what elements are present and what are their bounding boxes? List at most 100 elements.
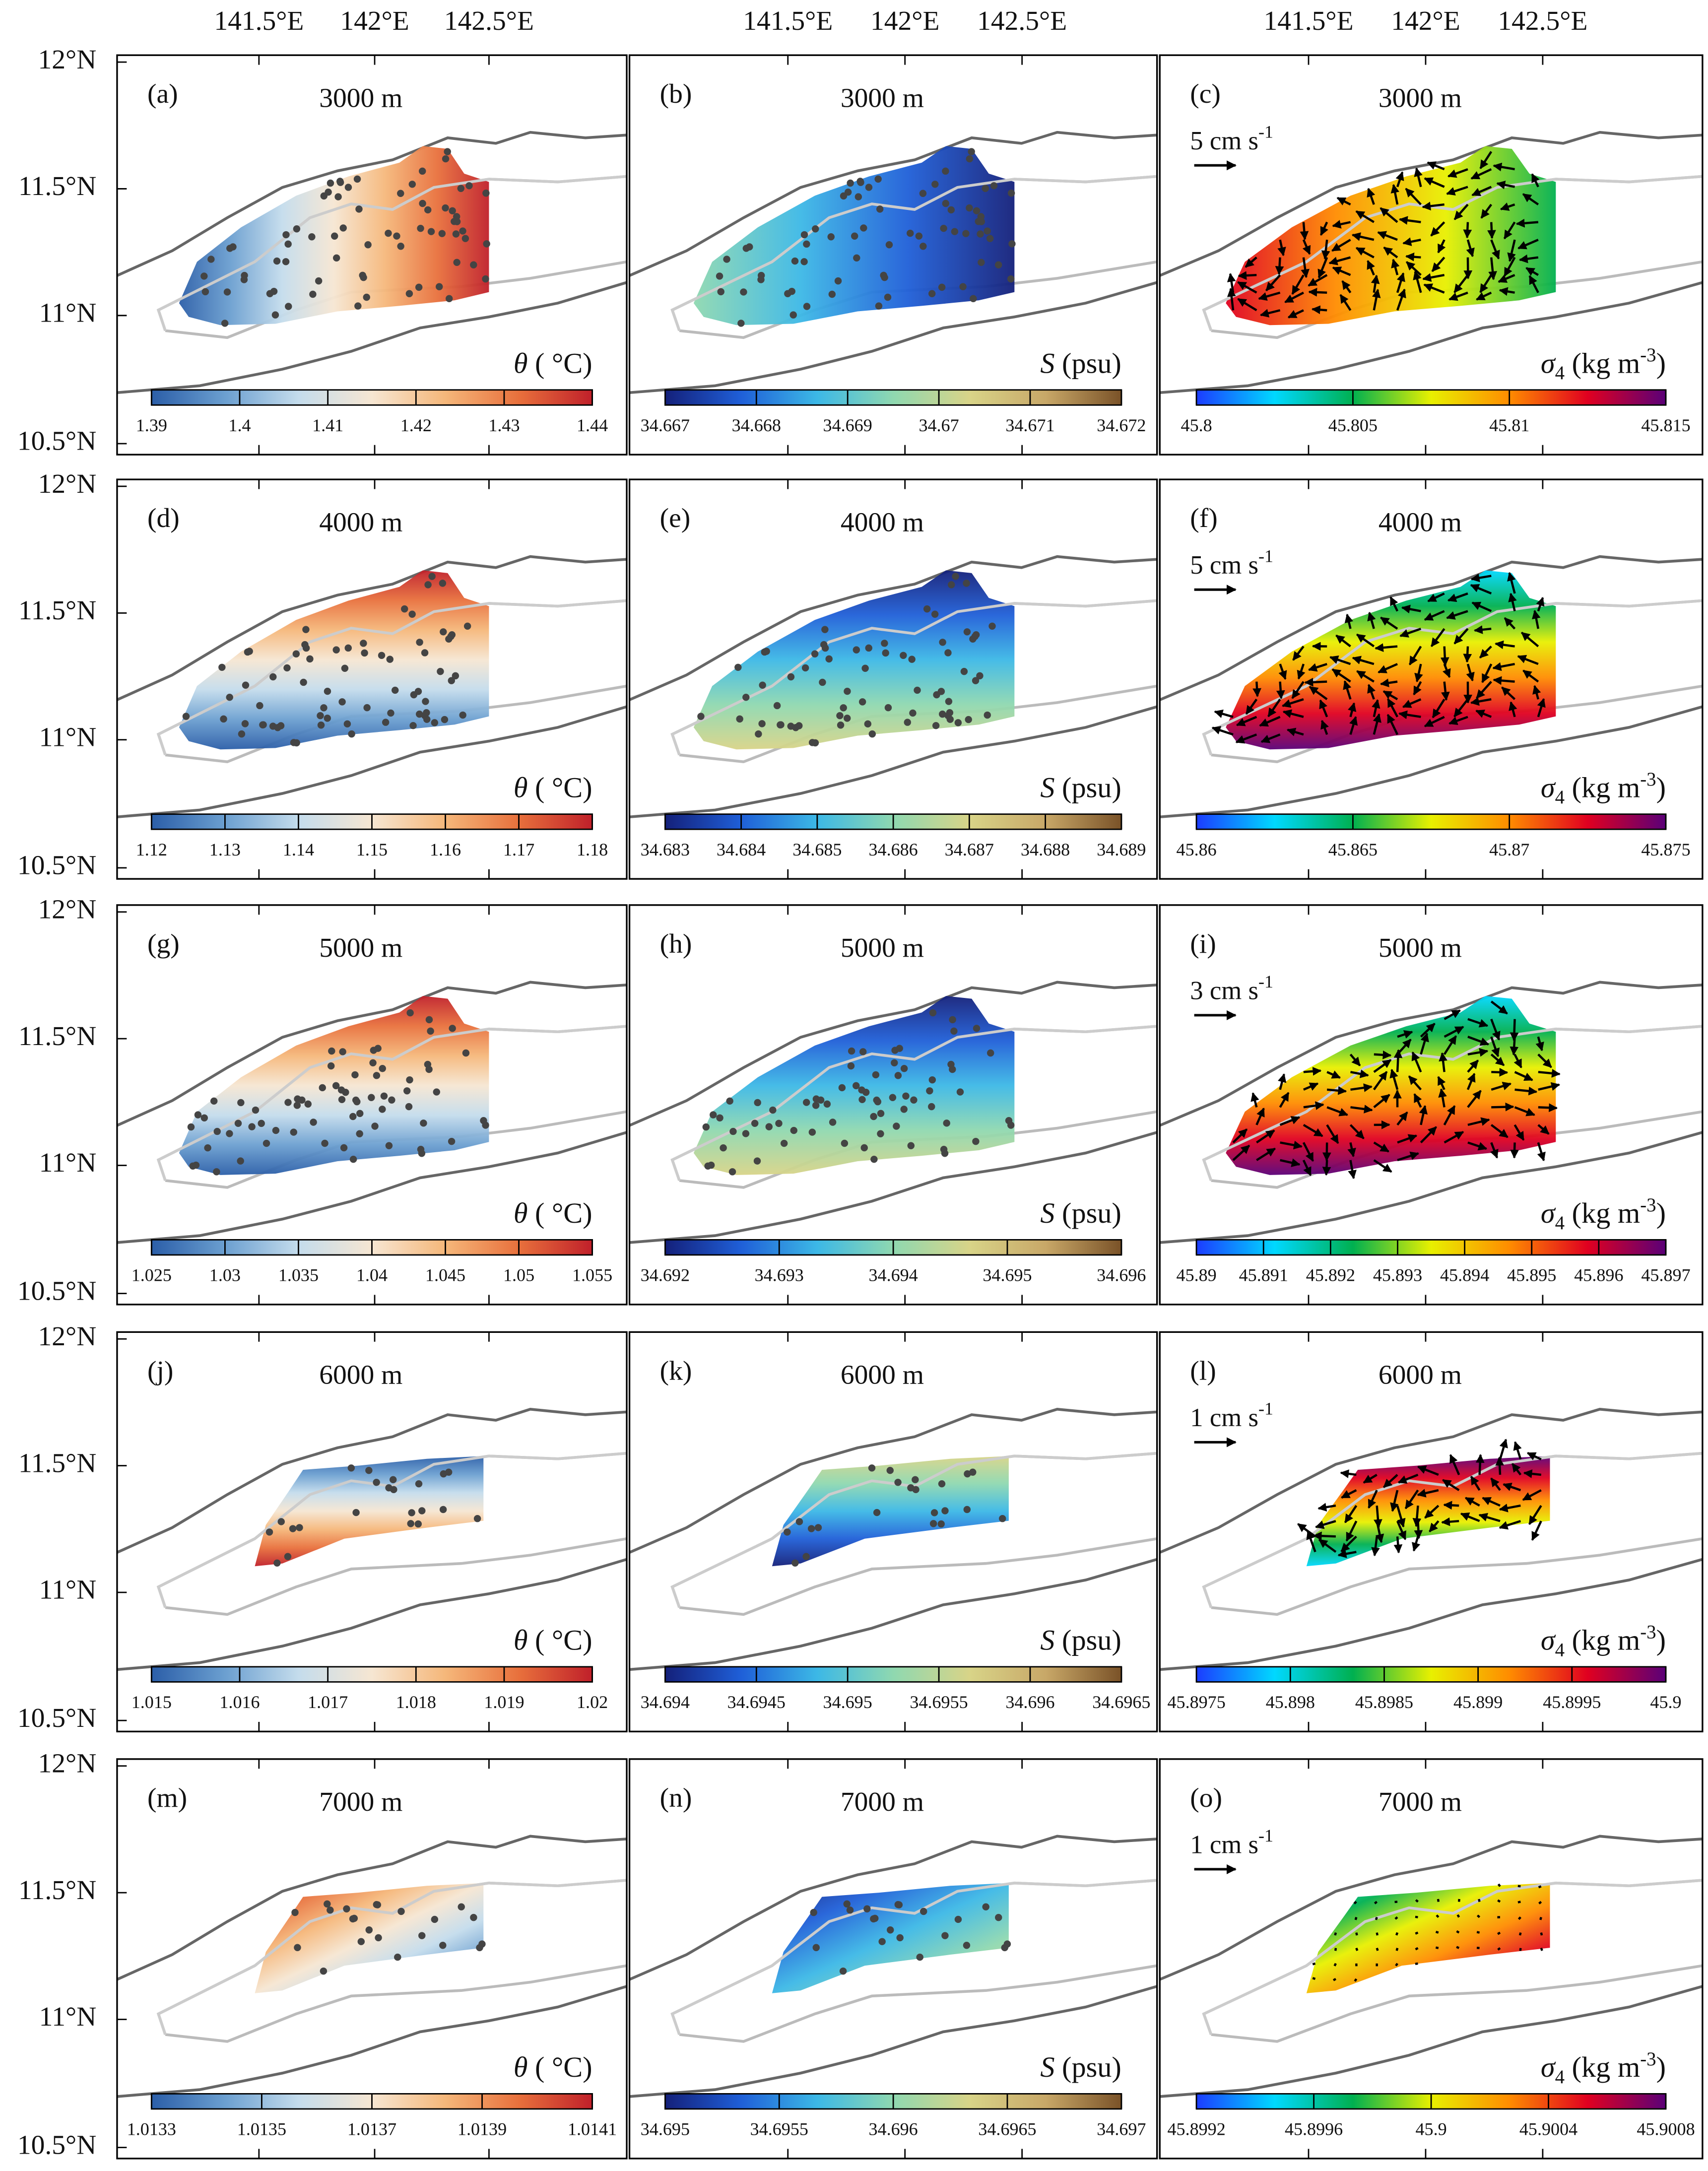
station (844, 715, 851, 722)
panel-label: (m) (147, 1783, 187, 1813)
station (803, 240, 810, 248)
station (293, 225, 301, 233)
station (702, 1123, 710, 1131)
current-vector (1333, 1963, 1337, 1967)
station (341, 664, 349, 672)
station (344, 184, 352, 191)
current-vector (1279, 1092, 1290, 1108)
station (758, 720, 766, 727)
station (321, 1139, 328, 1147)
colorbar-label: θ ( °C) (514, 1197, 592, 1230)
panel-frame (116, 1331, 628, 1733)
current-vector (1349, 1124, 1365, 1139)
lat-label: 11°N (39, 2002, 97, 2032)
current-vector (1327, 1086, 1347, 1095)
station (424, 1060, 432, 1068)
station (419, 199, 426, 207)
lat-label: 12°N (38, 1748, 97, 1778)
station (405, 290, 413, 297)
colorbar-label-subscript: 4 (1555, 1639, 1565, 1660)
colorbar (1195, 1239, 1667, 1256)
current-vector (1427, 592, 1445, 602)
colorbar-tick-label: 34.67 (919, 415, 959, 435)
station (959, 283, 967, 290)
lat-label: 12°N (38, 469, 97, 499)
station (817, 1096, 825, 1104)
current-vector (1456, 1930, 1460, 1934)
current-vector (1437, 1076, 1446, 1090)
current-vector (1255, 1108, 1265, 1125)
station (947, 206, 955, 214)
station (868, 730, 876, 738)
station (751, 1119, 759, 1127)
current-vector (1415, 1931, 1419, 1935)
current-vector (1492, 662, 1515, 671)
station (388, 1096, 395, 1104)
current-vector (1408, 646, 1422, 665)
current-vector (1331, 668, 1351, 683)
colorbar-tick-label: 1.15 (356, 840, 388, 859)
current-vector (1329, 655, 1351, 665)
bathymetry-contour (117, 1407, 627, 1554)
colorbar (1195, 813, 1667, 830)
colorbar-label-symbol: θ (514, 2051, 528, 2084)
depth-title: 5000 m (1379, 933, 1462, 963)
current-vector (1303, 1101, 1324, 1110)
current-vector (1427, 161, 1445, 171)
current-vector (1449, 1454, 1460, 1475)
current-vector (1300, 222, 1309, 240)
current-vector (1479, 646, 1492, 658)
station (784, 290, 791, 297)
current-vector (1473, 625, 1492, 634)
station (976, 672, 984, 680)
current-vector (1448, 291, 1468, 301)
colorbar-tick-label: 34.689 (1097, 840, 1146, 859)
station (416, 639, 423, 646)
current-vector (1395, 1963, 1398, 1967)
current-vector (1430, 628, 1445, 647)
station (865, 644, 872, 652)
colorbar-tick-label: 45.8992 (1167, 2119, 1225, 2139)
station (390, 1486, 397, 1494)
station (285, 303, 292, 310)
current-vector (1336, 197, 1351, 206)
colorbar-tick-label: 1.44 (577, 415, 608, 435)
map (629, 555, 1157, 818)
map (629, 981, 1157, 1244)
current-vector (1352, 656, 1375, 665)
colorbar-label-subscript: 4 (1555, 1212, 1565, 1234)
colorbar-label: σ4 (kg m-3) (1541, 769, 1666, 808)
current-vector (1279, 1116, 1301, 1126)
station (347, 1464, 355, 1472)
current-vector (1518, 254, 1539, 263)
station (449, 207, 456, 215)
station (902, 1092, 910, 1100)
current-vector (1513, 1053, 1522, 1068)
station (963, 580, 970, 587)
station (256, 702, 263, 710)
current-vector (1510, 1037, 1519, 1056)
colorbar-label-unit: ( °C) (527, 772, 592, 804)
station (982, 1903, 989, 1910)
station (834, 277, 842, 285)
colorbar-tick-label: 34.667 (641, 415, 690, 435)
station (812, 1102, 820, 1109)
current-vector (1267, 698, 1281, 718)
station (931, 181, 939, 188)
station (417, 1146, 425, 1153)
station (896, 1934, 904, 1942)
colorbar-label: θ ( °C) (514, 347, 592, 380)
current-vector (1367, 188, 1376, 205)
station (940, 1146, 948, 1153)
station (942, 199, 950, 207)
current-vector (1528, 275, 1539, 293)
map (1160, 555, 1703, 818)
colorbar-tick-label: 1.0141 (568, 2119, 617, 2139)
colorbar-tick-label: 45.896 (1574, 1265, 1623, 1285)
current-vector (1528, 1505, 1542, 1525)
bathymetry-contour (1202, 599, 1703, 756)
panel-frame (116, 904, 628, 1306)
current-vector (1260, 733, 1281, 743)
colorbar-tick-label: 45.8995 (1543, 1692, 1601, 1712)
station (414, 1520, 422, 1528)
